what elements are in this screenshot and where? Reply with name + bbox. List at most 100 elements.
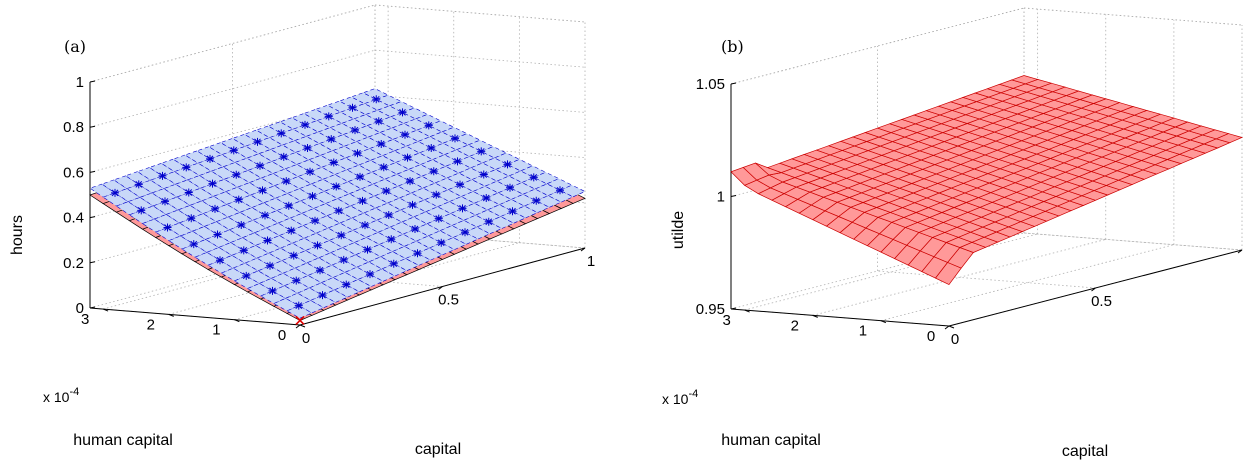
surface-cell [399, 204, 427, 218]
surface-cell [473, 197, 501, 211]
multiplier-base: x 10 [43, 389, 70, 405]
x-tick [438, 286, 443, 290]
multiplier-exponent: -4 [69, 386, 79, 398]
star-marker [287, 226, 296, 235]
star-marker [382, 187, 391, 196]
star-marker [163, 223, 172, 232]
z-tick-label: 1 [76, 74, 84, 91]
star-marker [211, 204, 219, 213]
surface-cell [460, 191, 488, 204]
surface-cell [406, 152, 434, 165]
star-marker [479, 170, 488, 179]
star-marker [477, 147, 486, 156]
star-marker [377, 139, 386, 148]
surface-cell [401, 107, 429, 120]
surface-cell [484, 180, 511, 194]
surface-cell [247, 165, 274, 179]
star-marker [332, 182, 341, 191]
star-marker [237, 220, 246, 229]
surface-cell [322, 174, 349, 187]
z-axis-label: hours [9, 215, 26, 255]
surface-cell [468, 151, 496, 164]
surface-cell [308, 282, 336, 296]
surface-cell [302, 220, 329, 234]
surface-cell [308, 154, 335, 168]
star-marker [424, 121, 433, 130]
surface-cell [415, 235, 442, 249]
surface-cell [413, 211, 440, 225]
surface-cell [343, 254, 370, 268]
surface-cell [209, 154, 236, 168]
panel-label: (b) [721, 37, 744, 56]
y-tick [102, 308, 109, 312]
star-marker [324, 112, 333, 121]
surface-cell [362, 88, 389, 100]
surface-cell [279, 242, 307, 256]
y-tick-label: 2 [147, 316, 155, 333]
star-marker [411, 224, 419, 233]
star-marker [532, 196, 541, 205]
surface-cell [522, 188, 549, 202]
surface-cell [559, 184, 586, 198]
z-tick-label: 1 [717, 189, 725, 206]
surface-cell [303, 109, 330, 121]
marked-point [295, 315, 305, 326]
star-marker [484, 217, 493, 226]
z-tick-label: 0.2 [63, 255, 84, 272]
surface-cell [233, 145, 260, 159]
surface-cell [486, 204, 514, 217]
gridline [877, 270, 1096, 289]
surface-cell [483, 169, 510, 182]
surface-cell [381, 150, 409, 163]
surface-cell [369, 155, 397, 168]
star-marker [292, 276, 301, 285]
surface-cell [360, 183, 387, 197]
surface-cell [333, 284, 361, 298]
surface-markers [111, 95, 564, 310]
surface-cell [311, 190, 339, 204]
surface-cell [326, 210, 353, 224]
surface-cell [249, 190, 277, 204]
surface-cell [404, 129, 431, 142]
surface-cell [351, 103, 379, 115]
surface-cell [281, 255, 308, 269]
star-marker [508, 207, 517, 216]
surface-cell [334, 169, 361, 183]
surface-cell [341, 242, 369, 256]
surface-cell [373, 190, 401, 204]
surface-cell [403, 240, 431, 254]
y-axis-line [730, 308, 950, 327]
y-axis-multiplier: x 10-4 [662, 388, 698, 407]
surface-cell [534, 183, 561, 196]
surface-cell [496, 175, 523, 189]
surface-cell [273, 180, 301, 194]
x-tick [944, 325, 950, 330]
y-axis-label: human capital [73, 432, 173, 449]
surface-cell [480, 146, 508, 159]
surface-cell [316, 115, 343, 128]
axes [730, 82, 1243, 330]
surface-cell [1010, 75, 1039, 85]
surface-cell [546, 178, 573, 191]
star-marker [242, 271, 251, 280]
z-tick-label: 0.95 [696, 301, 725, 318]
star-marker [434, 214, 443, 223]
surface-cell [464, 226, 491, 240]
surface-cell [289, 212, 316, 226]
star-marker [137, 206, 146, 215]
surface-cell [294, 262, 321, 276]
surface-cell [353, 114, 380, 127]
surface-cell [341, 118, 368, 131]
surface-cell [321, 289, 349, 303]
surface-cell [402, 228, 429, 242]
surface-cell [385, 185, 413, 199]
star-marker [427, 144, 436, 153]
star-marker [451, 134, 459, 143]
surface-cell [427, 230, 454, 244]
surface-cell [428, 120, 455, 133]
surface-cell [386, 197, 414, 211]
surface-cell [231, 133, 259, 147]
surface-cell [472, 185, 499, 199]
surface-cell [293, 135, 321, 149]
surface-cell [292, 124, 319, 137]
